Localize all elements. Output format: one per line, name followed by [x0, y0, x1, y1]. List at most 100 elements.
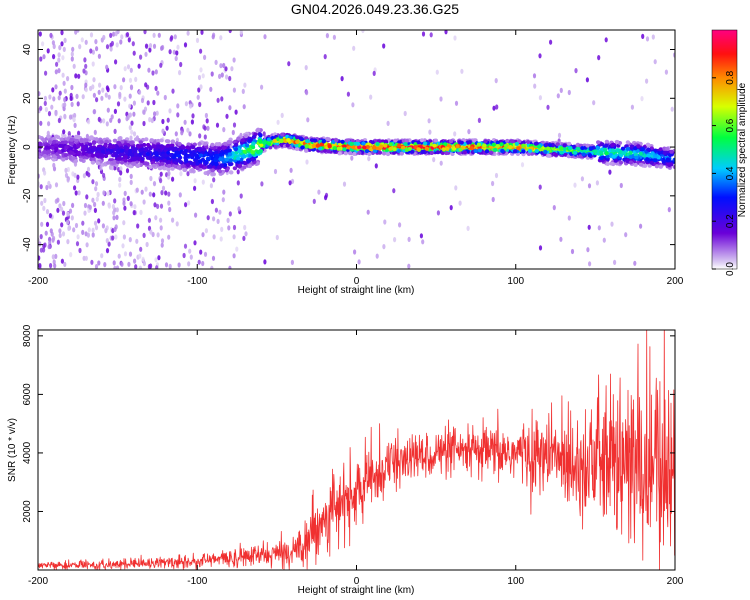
heatmap-noise-point [129, 179, 133, 185]
heatmap-noise-point [193, 178, 197, 184]
heatmap-ridge-point [51, 157, 56, 162]
heatmap-noise-point [84, 63, 88, 69]
heatmap-ridge-point [133, 137, 139, 142]
heatmap-ridge-point [228, 158, 233, 163]
heatmap-ridge-point [628, 154, 633, 159]
heatmap-noise-point [126, 195, 130, 201]
heatmap-noise-point [191, 113, 195, 119]
heatmap-noise-point [128, 237, 132, 243]
heatmap-noise-point [60, 258, 64, 264]
heatmap-noise-point [67, 131, 71, 137]
heatmap-noise-point [99, 165, 103, 171]
heatmap-ridge-point [227, 162, 233, 167]
heatmap-ridge-point [493, 147, 498, 152]
heatmap-noise-point [94, 264, 99, 269]
heatmap-noise-point [587, 183, 592, 189]
heatmap-noise-point [407, 236, 411, 242]
heatmap-noise-point [421, 31, 426, 37]
heatmap-noise-point [87, 227, 91, 233]
heatmap-noise-point [51, 254, 55, 260]
heatmap-ridge-point [157, 151, 162, 156]
heatmap-noise-point [458, 200, 462, 206]
heatmap-ridge-point [60, 148, 65, 153]
heatmap-ridge-point [315, 143, 321, 148]
heatmap-ridge-point [236, 156, 241, 161]
heatmap-noise-point [588, 261, 592, 267]
heatmap-noise-point [312, 198, 316, 204]
heatmap-noise-point [538, 95, 543, 101]
heatmap-ridge-point [217, 146, 222, 151]
heatmap-ridge-point [95, 161, 101, 166]
heatmap-noise-point [92, 77, 96, 83]
heatmap-noise-point [386, 120, 390, 126]
heatmap-noise-point [43, 100, 47, 106]
heatmap-noise-point [306, 117, 310, 123]
heatmap-noise-point [70, 84, 74, 91]
heatmap-noise-point [134, 264, 138, 269]
heatmap-noise-point [161, 185, 166, 191]
heatmap-noise-point [60, 206, 64, 212]
heatmap-noise-point [70, 51, 74, 57]
snr-series-line [38, 330, 675, 570]
heatmap-noise-point [153, 202, 157, 208]
heatmap-ridge-point [91, 147, 97, 152]
heatmap-ridge-point [397, 143, 402, 148]
heatmap-noise-point [112, 31, 116, 37]
heatmap-noise-point [383, 219, 387, 225]
heatmap-ridge-point [628, 150, 633, 155]
heatmap-noise-point [203, 251, 208, 257]
heatmap-ridge-point [165, 143, 171, 148]
heatmap-noise-point [211, 34, 215, 40]
heatmap-noise-point [91, 179, 95, 185]
snr-y-axis-label: SNR (10 * v/v) [7, 418, 18, 482]
heatmap-noise-point [176, 112, 180, 118]
heatmap-ridge-point [190, 168, 195, 172]
heatmap-noise-point [51, 40, 56, 46]
heatmap-ridge-point [170, 146, 175, 151]
heatmap-ridge-point [397, 149, 402, 154]
heatmap-ridge-point [181, 150, 186, 155]
heatmap-ridge-point [621, 151, 626, 156]
heatmap-ridge-point [325, 136, 330, 141]
heatmap-ridge-point [48, 140, 53, 145]
heatmap-noise-point [142, 199, 146, 205]
heatmap-ridge-point [636, 144, 641, 149]
heatmap-ridge-point [604, 139, 610, 144]
heatmap-ridge-point [266, 137, 272, 142]
heatmap-noise-point [610, 221, 614, 227]
heatmap-ridge-point [393, 138, 398, 143]
heatmap-noise-point [40, 221, 44, 227]
colorbar-label: Normalized spectral amplitude [737, 82, 748, 217]
heatmap-noise-point [203, 125, 207, 131]
heatmap-ridge-point [510, 139, 515, 144]
heatmap-noise-point [538, 184, 542, 190]
heatmap-noise-point [117, 253, 121, 259]
heatmap-noise-point [228, 30, 232, 34]
heatmap-ridge-point [628, 160, 634, 165]
heatmap-ridge-point [593, 149, 598, 154]
heatmap-ridge-point [183, 158, 189, 163]
heatmap-noise-point [125, 31, 130, 38]
heatmap-noise-point [173, 34, 177, 40]
heatmap-ridge-point [652, 158, 657, 163]
heatmap-noise-point [69, 95, 73, 101]
heatmap-noise-point [147, 67, 151, 73]
heatmap-noise-point [113, 226, 117, 232]
heatmap-noise-point [107, 241, 111, 247]
heatmap-ridge-point [185, 145, 190, 150]
heatmap-noise-point [219, 35, 223, 41]
heatmap-ridge-point [91, 141, 97, 145]
heatmap-noise-point [242, 104, 246, 110]
heatmap-ridge-point [180, 144, 185, 149]
heatmap-noise-point [129, 85, 134, 91]
heatmap-ridge-point [455, 144, 460, 149]
heatmap-ridge-point [170, 139, 175, 144]
heatmap-noise-point [134, 76, 138, 82]
heatmap-noise-point [183, 42, 188, 48]
heatmap-ridge-point [178, 160, 183, 164]
heatmap-ridge-point [90, 160, 96, 165]
heatmap-noise-point [597, 55, 601, 61]
heatmap-noise-point [126, 64, 131, 70]
heatmap-noise-point [218, 73, 222, 79]
heatmap-noise-point [56, 239, 61, 245]
